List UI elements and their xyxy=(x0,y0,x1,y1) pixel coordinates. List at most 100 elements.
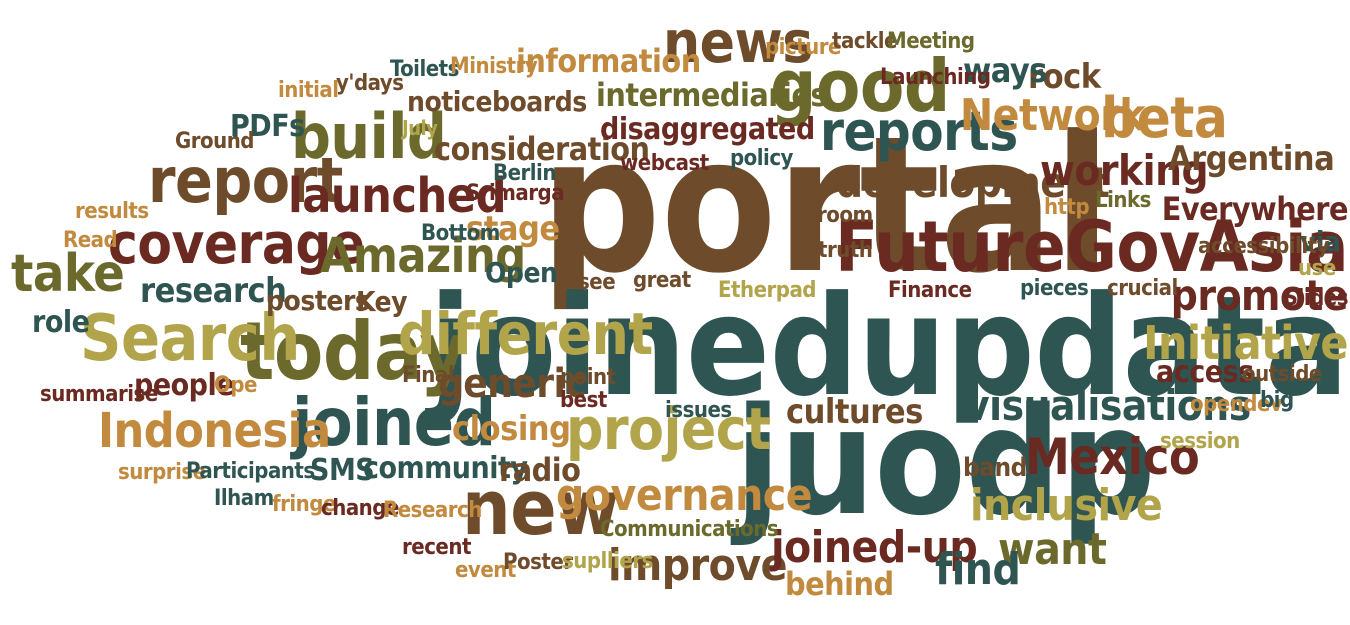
word-use: use xyxy=(1298,256,1336,281)
word-access: access xyxy=(1156,355,1254,390)
word-find: find xyxy=(935,544,1021,595)
word-intermediaries: intermediaries xyxy=(596,76,828,114)
word-network: Network xyxy=(960,90,1146,141)
word-ope: Ope xyxy=(214,373,257,398)
word-people: people xyxy=(134,368,235,403)
word-policy: policy xyxy=(730,146,793,171)
word-initiative: Initiative xyxy=(1143,316,1348,370)
word-working: working xyxy=(1040,146,1209,195)
word-role: role xyxy=(32,305,90,340)
word-band: band xyxy=(963,453,1027,483)
word-berlin: Berlin xyxy=(493,161,556,186)
word-juodp: juodp xyxy=(735,376,1156,548)
word-results: results xyxy=(75,199,149,224)
word-closing: closing xyxy=(452,409,571,449)
word-communications: Communications xyxy=(600,517,779,542)
word-project: project xyxy=(566,395,771,463)
word-report: report xyxy=(148,144,343,217)
word-open: Open xyxy=(485,256,558,289)
word-amazing: Amazing xyxy=(320,228,526,284)
word-inclusive: inclusive xyxy=(970,480,1163,531)
word-srimarga: Srimarga xyxy=(466,181,565,206)
word-coverage: coverage xyxy=(108,212,365,277)
word-portal: portal xyxy=(540,96,1111,315)
word-launching: Launching xyxy=(880,65,991,90)
word-change: change xyxy=(321,496,399,521)
word-take: take xyxy=(11,244,125,304)
word-see: see xyxy=(578,270,616,295)
word-ways: ways xyxy=(963,51,1048,91)
word-summarise: summarise xyxy=(40,382,158,407)
word-suplliers: suplliers xyxy=(562,549,653,574)
word-behind: behind xyxy=(785,565,894,603)
word-disaggregated: disaggregated xyxy=(600,112,815,147)
word-community: community xyxy=(363,451,528,486)
word-indonesia: Indonesia xyxy=(98,403,331,459)
word-opendev: opendev xyxy=(1190,392,1283,417)
word-different: different xyxy=(398,300,653,368)
word-ministry: Ministry xyxy=(450,54,538,79)
word-radio: radio xyxy=(499,451,581,489)
word-ilham: Ilham xyxy=(214,486,274,511)
word-read: Read xyxy=(63,228,118,253)
word-key: Key xyxy=(356,285,408,318)
word-links: Links xyxy=(1095,188,1151,213)
word-ydays: y'days xyxy=(336,71,404,96)
word-information: information xyxy=(516,42,701,80)
word-improve: improve xyxy=(608,540,788,591)
word-beta: beta xyxy=(1101,86,1228,151)
word-governance: governance xyxy=(556,470,813,521)
word-rock: rock xyxy=(1028,57,1101,97)
word-finance: Finance xyxy=(888,278,972,303)
word-fringe: fringe xyxy=(272,492,336,517)
word-great: great xyxy=(633,268,691,293)
word-participants: Participants xyxy=(186,459,315,484)
word-issues: issues xyxy=(665,398,732,423)
word-meeting: Meeting xyxy=(887,29,975,54)
word-room: room xyxy=(817,203,873,228)
word-cultures: cultures xyxy=(786,392,923,432)
word-stage: stage xyxy=(466,209,560,249)
word-session: session xyxy=(1160,429,1240,454)
word-best: best xyxy=(560,388,607,413)
word-argentina: Argentina xyxy=(1168,139,1335,179)
word-final: Final xyxy=(402,363,455,388)
word-launched: launched xyxy=(288,168,506,224)
word-noticeboards: noticeboards xyxy=(407,85,587,118)
word-etherpad: Etherpad xyxy=(718,278,816,303)
word-slides: Slides xyxy=(1283,286,1349,311)
word-outside: outside xyxy=(1242,362,1322,387)
word-via: via xyxy=(1300,225,1341,258)
word-big: big xyxy=(1260,388,1294,413)
word-tackle: tackle xyxy=(832,29,897,54)
word-build: build xyxy=(291,100,447,173)
word-pdfs: PDFs xyxy=(230,109,305,144)
word-development: development xyxy=(836,158,1110,207)
word-ground: Ground xyxy=(175,129,254,154)
word-futuregovasia: FutureGovAsia xyxy=(835,206,1348,288)
word-initial: initial xyxy=(278,78,339,103)
word-mexico: Mexico xyxy=(1025,428,1200,486)
word-reports: reports xyxy=(820,100,1018,163)
word-search: Search xyxy=(80,302,300,376)
word-joined-up: joined-up xyxy=(771,522,978,573)
word-poster: Poster xyxy=(503,550,573,575)
word-posters: posters xyxy=(266,284,370,317)
word-good: good xyxy=(770,44,950,128)
word-surprise: surprise xyxy=(118,460,206,485)
word-truth: truth xyxy=(818,238,873,263)
word-research2: Research xyxy=(383,498,482,523)
word-webcast: webcast xyxy=(620,151,709,176)
word-promote: promote xyxy=(1170,271,1349,320)
word-generic: generic xyxy=(438,361,587,407)
word-news: news xyxy=(663,8,813,76)
word-today: today xyxy=(240,305,466,398)
word-pieces: pieces xyxy=(1020,276,1089,301)
word-joinedupdata: joinedupdata xyxy=(429,266,1348,427)
word-point: point xyxy=(560,365,616,390)
word-toilets: Toilets xyxy=(390,57,459,82)
word-july: July xyxy=(402,116,438,140)
word-picture: picture xyxy=(765,35,841,60)
word-crucial: crucial xyxy=(1107,276,1178,301)
